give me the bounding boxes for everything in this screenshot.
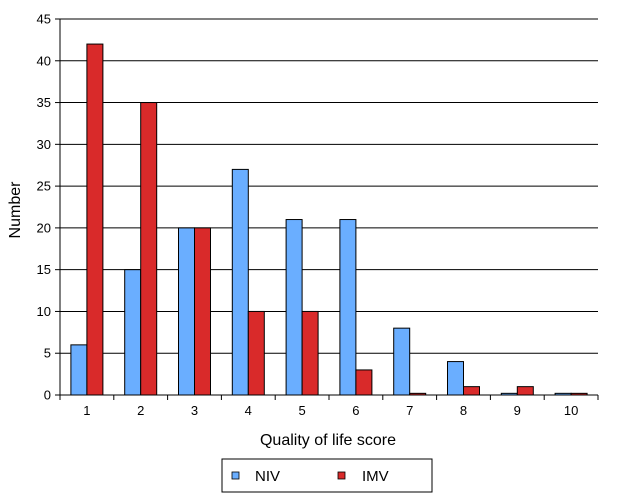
legend-swatch-niv (231, 471, 240, 480)
bar-niv-7 (393, 327, 411, 396)
bar-niv-4 (231, 168, 249, 396)
bar-niv-6 (339, 219, 357, 396)
x-tick-label: 9 (514, 403, 521, 418)
y-tick-label: 45 (37, 12, 51, 27)
bar-niv-2 (124, 269, 142, 396)
x-tick-label: 5 (298, 403, 305, 418)
bar-imv-1 (86, 43, 104, 396)
x-tick-label: 2 (137, 403, 144, 418)
y-tick-labels: 0 5 10 15 20 25 30 35 40 45 (37, 12, 60, 403)
bar-niv-8 (447, 361, 464, 396)
y-tick-label: 0 (44, 388, 51, 403)
bar-imv-2 (140, 102, 158, 396)
x-tick-labels: 1 2 3 4 5 6 7 8 9 10 (59, 395, 599, 418)
y-tick-label: 40 (37, 53, 51, 68)
y-tick-label: 35 (37, 95, 51, 110)
y-tick-label: 20 (37, 220, 51, 235)
x-tick-label: 8 (460, 403, 467, 418)
x-tick-label: 3 (191, 403, 198, 418)
x-tick-label: 10 (564, 403, 578, 418)
legend-label-niv: NIV (255, 468, 280, 485)
bar-imv-4 (247, 310, 265, 396)
y-tick-label: 10 (37, 304, 51, 319)
y-tick-label: 30 (37, 137, 51, 152)
y-axis-title: Number (7, 181, 24, 239)
legend-label-imv: IMV (362, 468, 389, 485)
x-tick-label: 4 (245, 403, 252, 418)
legend-box (221, 458, 433, 493)
bar-niv-3 (178, 227, 195, 396)
legend-swatch-imv (337, 471, 346, 480)
bar-imv-6 (355, 369, 373, 396)
x-tick-label: 7 (406, 403, 413, 418)
bar-niv-1 (70, 344, 88, 396)
x-axis-title: Quality of life score (260, 432, 396, 449)
x-tick-label: 1 (83, 403, 90, 418)
y-tick-label: 25 (37, 179, 51, 194)
bar-imv-3 (194, 227, 211, 396)
y-tick-label: 15 (37, 262, 51, 277)
bar-niv-5 (285, 219, 303, 396)
bar-imv-8 (463, 386, 480, 396)
bar-imv-5 (301, 310, 319, 396)
bar-imv-9 (516, 386, 534, 396)
bars (70, 43, 588, 396)
y-tick-label: 5 (44, 346, 51, 361)
x-tick-label: 6 (352, 403, 359, 418)
legend: NIV IMV (221, 458, 433, 493)
